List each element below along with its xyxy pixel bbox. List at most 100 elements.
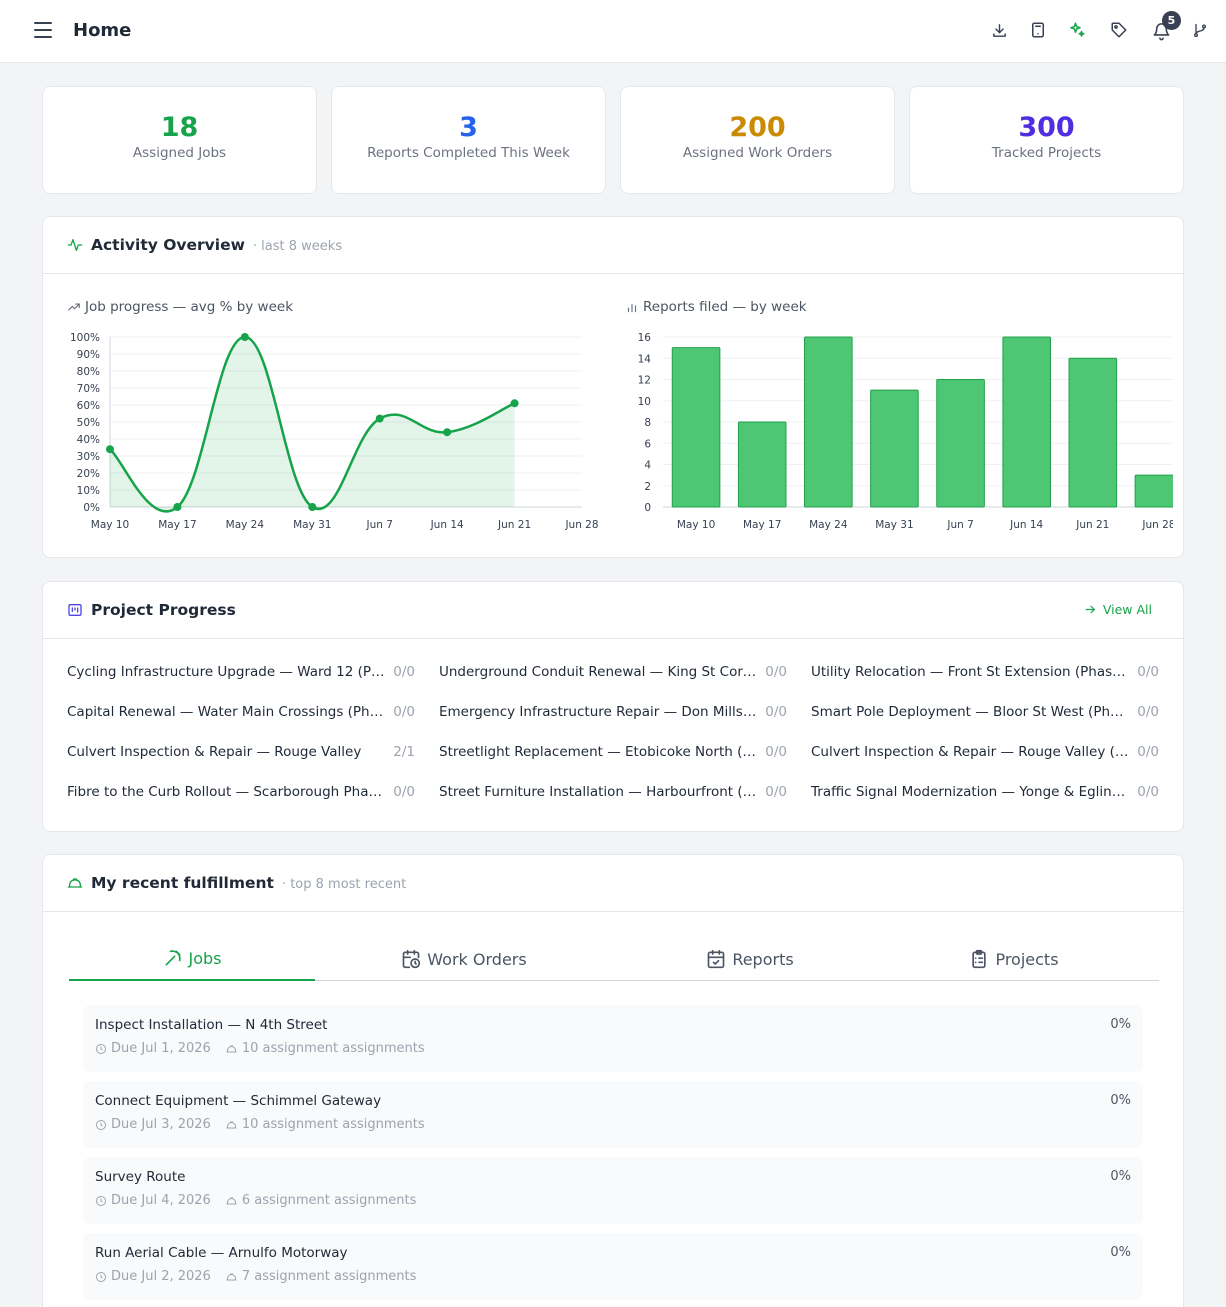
project-item[interactable]: Fibre to the Curb Rollout — Scarborough … bbox=[67, 782, 415, 802]
tab-reports[interactable]: Reports bbox=[627, 937, 873, 981]
data-point[interactable] bbox=[510, 399, 519, 408]
x-tick-label: May 31 bbox=[875, 519, 913, 531]
job-due: Due Jul 2, 2026 bbox=[111, 1269, 211, 1284]
view-all-link[interactable]: View All bbox=[1084, 602, 1152, 617]
tab-jobs[interactable]: Jobs bbox=[69, 937, 315, 981]
y-tick-label: 70% bbox=[77, 383, 100, 395]
stat-card-reports-completed[interactable]: 3 Reports Completed This Week bbox=[331, 86, 606, 194]
bar[interactable] bbox=[870, 389, 919, 508]
project-item[interactable]: Streetlight Replacement — Etobicoke Nort… bbox=[439, 742, 787, 762]
x-tick-label: May 17 bbox=[743, 519, 781, 531]
project-item[interactable]: Emergency Infrastructure Repair — Don Mi… bbox=[439, 702, 787, 722]
data-point[interactable] bbox=[173, 503, 182, 511]
hard-hat-icon bbox=[226, 1045, 237, 1052]
card-header: My recent fulfillment · top 8 most recent bbox=[43, 855, 1183, 912]
project-item[interactable]: Culvert Inspection & Repair — Rouge Vall… bbox=[67, 742, 415, 762]
tag-icon[interactable] bbox=[1108, 19, 1130, 41]
project-count: 0/0 bbox=[1137, 704, 1159, 720]
trending-up-icon bbox=[68, 303, 80, 311]
project-count: 0/0 bbox=[1137, 664, 1159, 680]
data-point[interactable] bbox=[106, 445, 114, 454]
y-tick-label: 50% bbox=[77, 417, 100, 429]
x-tick-label: Jun 7 bbox=[365, 519, 392, 531]
project-item[interactable]: Traffic Signal Modernization — Yonge & E… bbox=[811, 782, 1159, 802]
bar[interactable] bbox=[1068, 357, 1118, 508]
stat-label: Tracked Projects bbox=[991, 145, 1102, 161]
project-count: 0/0 bbox=[393, 664, 415, 680]
stat-label: Assigned Jobs bbox=[132, 145, 227, 161]
activity-overview-card: Activity Overview · last 8 weeks Job prog… bbox=[42, 216, 1184, 558]
project-count: 0/0 bbox=[1137, 784, 1159, 800]
clock-icon bbox=[96, 1271, 106, 1282]
data-point[interactable] bbox=[240, 333, 249, 341]
job-due: Due Jul 4, 2026 bbox=[111, 1193, 211, 1208]
calendar-check-icon bbox=[707, 949, 725, 969]
project-item[interactable]: Culvert Inspection & Repair — Rouge Vall… bbox=[811, 742, 1159, 762]
card-header: Activity Overview · last 8 weeks bbox=[43, 217, 1183, 274]
project-item[interactable]: Street Furniture Installation — Harbourf… bbox=[439, 782, 787, 802]
reports-filed-bar-chart: 0 2 4 6 8 10 12 14 16 May 10 May 17 May 24 May 31 Jun… bbox=[638, 332, 1173, 531]
line-chart-title: Job progress — avg % by week bbox=[67, 299, 293, 315]
sparkle-icon[interactable] bbox=[1066, 19, 1088, 41]
stat-card-assigned-jobs[interactable]: 18 Assigned Jobs bbox=[42, 86, 317, 194]
project-count: 0/0 bbox=[393, 784, 415, 800]
x-tick-label: May 24 bbox=[809, 519, 848, 531]
hard-hat-icon bbox=[226, 1273, 237, 1280]
project-count: 0/0 bbox=[393, 704, 415, 720]
page-title: Home bbox=[73, 20, 132, 41]
project-name: Traffic Signal Modernization — Yonge & E… bbox=[811, 784, 1134, 800]
job-meta: Due Jul 1, 2026 10 assignment assignments bbox=[95, 1041, 425, 1056]
job-title: Survey Route bbox=[95, 1169, 186, 1185]
y-tick-label: 90% bbox=[77, 349, 100, 361]
job-progress: 0% bbox=[1110, 1245, 1131, 1260]
data-point[interactable] bbox=[308, 503, 317, 511]
bar[interactable] bbox=[737, 421, 787, 508]
project-item[interactable]: Capital Renewal — Water Main Crossings (… bbox=[67, 702, 415, 722]
bar[interactable] bbox=[804, 336, 853, 508]
x-tick-label: May 24 bbox=[226, 519, 265, 531]
card-header: Project Progress View All bbox=[43, 582, 1183, 639]
data-point[interactable] bbox=[375, 414, 384, 423]
bar[interactable] bbox=[671, 347, 721, 508]
bar[interactable] bbox=[936, 379, 985, 508]
project-item[interactable]: Underground Conduit Renewal — King St Co… bbox=[439, 662, 787, 682]
bar[interactable] bbox=[1134, 474, 1173, 508]
y-tick-label: 10 bbox=[638, 396, 651, 408]
job-meta: Due Jul 3, 2026 10 assignment assignments bbox=[95, 1117, 425, 1132]
tab-work-orders[interactable]: Work Orders bbox=[341, 937, 587, 981]
tab-projects[interactable]: Projects bbox=[891, 937, 1137, 981]
job-row[interactable]: Connect Equipment — Schimmel Gateway Due … bbox=[83, 1081, 1143, 1148]
job-meta: Due Jul 2, 2026 7 assignment assignments bbox=[95, 1269, 416, 1284]
stat-value: 18 bbox=[160, 112, 199, 143]
project-item[interactable]: Cycling Infrastructure Upgrade — Ward 12… bbox=[67, 662, 415, 682]
project-count: 0/0 bbox=[765, 784, 787, 800]
stat-card-tracked-projects[interactable]: 300 Tracked Projects bbox=[909, 86, 1184, 194]
bell-icon[interactable] bbox=[1150, 20, 1172, 42]
y-tick-label: 12 bbox=[638, 375, 651, 387]
job-progress: 0% bbox=[1110, 1093, 1131, 1108]
y-tick-label: 4 bbox=[644, 460, 651, 472]
hamburger-icon[interactable] bbox=[34, 22, 52, 40]
bar-chart-icon bbox=[627, 304, 637, 313]
y-tick-label: 16 bbox=[638, 332, 652, 344]
project-item[interactable]: Utility Relocation — Front St Extension … bbox=[811, 662, 1159, 682]
bar[interactable] bbox=[1002, 336, 1051, 508]
y-tick-label: 60% bbox=[77, 400, 100, 412]
git-branch-icon[interactable] bbox=[1189, 19, 1211, 41]
job-progress-line-chart: 0% 10% 20% 30% 40% 50% 60% 70% 80% 90% 100% May 10 M… bbox=[70, 332, 599, 531]
job-row[interactable]: Run Aerial Cable — Arnulfo Motorway Due J… bbox=[83, 1233, 1143, 1300]
download-icon[interactable] bbox=[988, 19, 1010, 41]
project-item[interactable]: Smart Pole Deployment — Bloor St West (P… bbox=[811, 702, 1159, 722]
arrow-right-icon bbox=[1085, 605, 1095, 614]
stat-card-work-orders[interactable]: 200 Assigned Work Orders bbox=[620, 86, 895, 194]
y-tick-label: 0% bbox=[83, 502, 100, 514]
clock-icon bbox=[96, 1119, 106, 1130]
job-row[interactable]: Survey Route Due Jul 4, 2026 6 assignment … bbox=[83, 1157, 1143, 1224]
bar-chart-title: Reports filed — by week bbox=[625, 299, 807, 315]
job-row[interactable]: Inspect Installation — N 4th Street Due J… bbox=[83, 1005, 1143, 1072]
job-title: Run Aerial Cable — Arnulfo Motorway bbox=[95, 1245, 348, 1261]
y-tick-label: 6 bbox=[644, 438, 651, 450]
tablet-icon[interactable] bbox=[1027, 19, 1049, 41]
project-name: Cycling Infrastructure Upgrade — Ward 12… bbox=[67, 664, 394, 680]
data-point[interactable] bbox=[443, 428, 452, 437]
